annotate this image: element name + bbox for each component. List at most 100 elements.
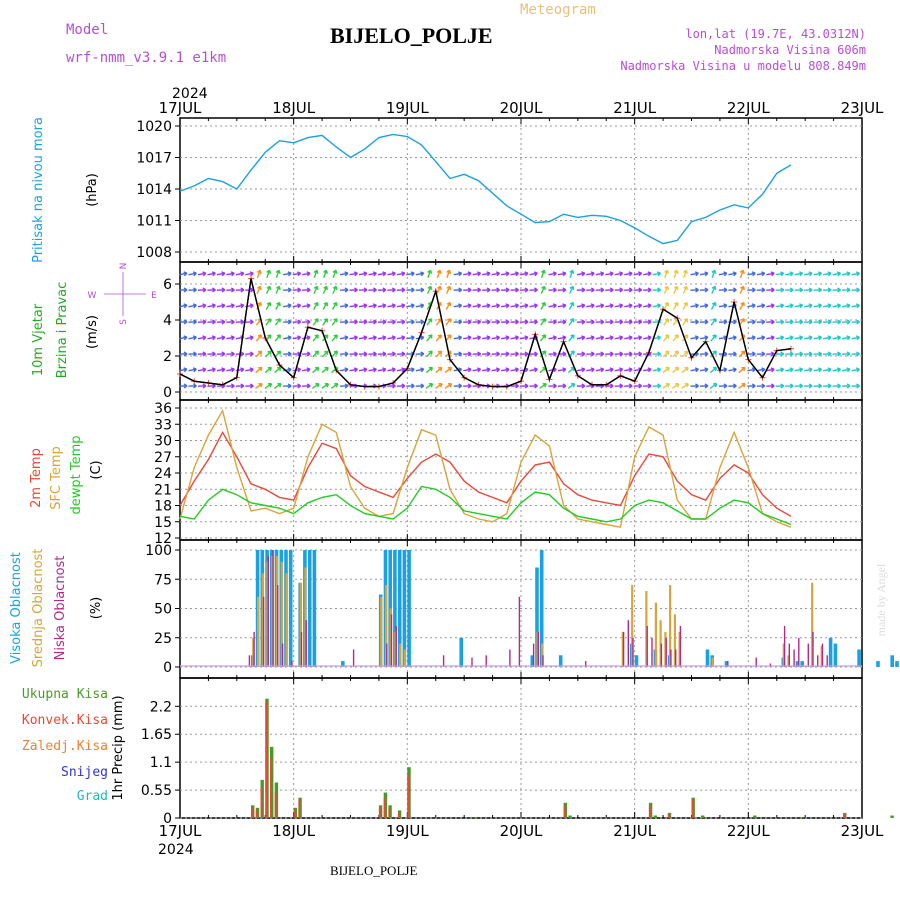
wind-arrow: [349, 319, 358, 325]
wind-arrow: [747, 383, 756, 389]
top-day-label: 17JUL: [159, 99, 202, 117]
wind-arrow: [510, 287, 519, 293]
wind-arrow: [548, 287, 557, 293]
wind-arrow: [548, 271, 557, 277]
wind-arrow: [671, 383, 680, 389]
wind-arrow: [274, 350, 282, 358]
wind-arrow: [529, 303, 538, 309]
bar: [769, 663, 772, 667]
wind-arrow: [690, 271, 699, 277]
wind-arrow: [557, 319, 567, 325]
wind-arrow: [387, 319, 396, 325]
wind-arrow: [330, 383, 339, 389]
wind-arrow: [368, 351, 377, 357]
bar: [395, 626, 397, 667]
y-tick-label: 2: [163, 349, 172, 365]
wind-arrow: [699, 367, 709, 373]
wind-arrow: [624, 287, 633, 293]
wind-arrow: [226, 271, 235, 277]
wind-arrow: [283, 367, 292, 373]
wind-arrow: [624, 383, 633, 389]
wind-arrow: [435, 334, 443, 342]
wind-arrow: [207, 287, 216, 293]
bar: [753, 815, 757, 818]
wind-arrow: [794, 351, 804, 357]
wind-arrow: [415, 367, 425, 373]
wind-arrow: [519, 303, 529, 309]
wind-arrow: [775, 383, 785, 389]
wind-arrow: [614, 383, 624, 389]
wind-arrow: [358, 303, 368, 309]
wind-arrow: [264, 350, 272, 358]
y-tick-label: 27: [154, 450, 172, 466]
wind-arrow: [406, 383, 415, 389]
wind-arrow: [472, 303, 482, 309]
wind-arrow: [595, 351, 605, 357]
wind-arrow: [605, 367, 614, 373]
wind-arrow: [500, 335, 510, 341]
y-tick-label: 1020: [136, 119, 172, 135]
wind-arrow: [851, 271, 860, 277]
wind-arrow: [197, 367, 207, 373]
bar: [667, 813, 670, 818]
wind-arrow: [747, 351, 756, 357]
bar: [274, 792, 277, 818]
wind-arrow: [739, 301, 745, 310]
wind-arrow: [633, 351, 643, 357]
wind-arrow: [785, 287, 794, 293]
series-line: [179, 408, 792, 529]
bar: [787, 655, 790, 667]
wind-arrow: [482, 319, 491, 325]
wind-arrow: [313, 285, 319, 294]
y-tick-label: 12: [154, 531, 172, 547]
bar: [678, 631, 681, 667]
wind-arrow: [699, 271, 709, 277]
wind-arrow: [832, 271, 842, 277]
top-day-label: 19JUL: [386, 99, 429, 117]
wind-title-line-1: 10m Vjetar: [31, 303, 46, 376]
wind-arrow: [207, 367, 216, 373]
wind-speed-line: [179, 278, 792, 388]
bar: [820, 645, 823, 667]
wind-arrow: [216, 303, 226, 309]
wind-arrow: [463, 335, 472, 341]
wind-arrow: [699, 351, 709, 357]
bar: [711, 657, 714, 667]
wind-arrow: [349, 351, 358, 357]
wind-arrow: [662, 350, 670, 358]
top-day-label: 23JUL: [841, 99, 884, 117]
wind-arrow: [396, 287, 406, 293]
wind-arrow: [832, 351, 841, 357]
wind-arrow: [245, 271, 254, 277]
wind-arrow: [245, 319, 254, 325]
wind-arrow: [435, 366, 443, 374]
wind-arrow: [197, 319, 207, 325]
wind-arrow: [435, 383, 443, 389]
wind-arrow: [605, 335, 614, 341]
wind-arrow: [387, 303, 396, 309]
wind-arrow: [445, 301, 452, 310]
bar: [800, 661, 804, 667]
wind-arrow: [595, 303, 605, 309]
bar: [403, 649, 406, 667]
wind-arrow: [823, 303, 832, 309]
wind-arrow: [624, 335, 633, 341]
bar: [471, 657, 473, 667]
bar: [782, 643, 785, 667]
wind-arrow: [255, 366, 263, 374]
bar: [378, 807, 381, 818]
y-tick-label: 30: [154, 434, 172, 450]
temperature-axis-title: 2m Temp SFC Temp dewpt Temp: [29, 435, 84, 514]
wind-arrow: [747, 287, 756, 293]
wind-arrow: [785, 271, 794, 277]
bar: [646, 626, 648, 667]
wind-arrow: [605, 351, 614, 357]
wind-arrow: [633, 319, 643, 325]
legend-item: Snijeg: [61, 765, 108, 780]
bar: [783, 626, 786, 667]
wind-arrow: [813, 271, 823, 277]
lonlat-text: lon,lat (19.7E, 43.0312N): [685, 27, 866, 41]
wind-arrow: [690, 383, 699, 389]
y-tick-label: 15: [154, 515, 172, 531]
wind-arrow: [738, 366, 746, 374]
